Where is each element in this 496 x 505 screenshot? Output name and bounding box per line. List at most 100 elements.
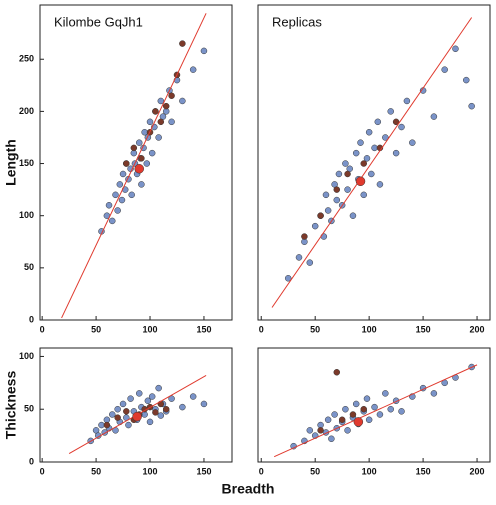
y-tick-label: 0 xyxy=(29,314,34,324)
point xyxy=(468,102,475,110)
point xyxy=(114,405,121,413)
point xyxy=(138,155,145,162)
point xyxy=(295,254,303,261)
panel: 0 50 100 150 0 50 100 150 200 250 Kilombe GqJh1 Len… xyxy=(3,4,233,334)
point xyxy=(306,427,314,434)
point xyxy=(152,409,159,416)
point xyxy=(360,405,367,413)
plot-frame xyxy=(257,347,491,463)
point xyxy=(162,102,170,110)
y-tick-label: 100 xyxy=(19,210,34,220)
point xyxy=(344,186,351,193)
point xyxy=(168,92,175,99)
point xyxy=(317,427,324,434)
plot-frame xyxy=(257,4,491,321)
point xyxy=(179,403,186,411)
point xyxy=(338,416,346,424)
point xyxy=(374,118,382,126)
point xyxy=(162,405,170,413)
point xyxy=(392,149,400,157)
point xyxy=(333,196,341,204)
point xyxy=(357,139,364,146)
plot-area xyxy=(61,13,208,319)
x-tick-label: 150 xyxy=(416,324,431,334)
point xyxy=(105,202,113,209)
point xyxy=(119,170,127,178)
point xyxy=(98,421,105,429)
point xyxy=(463,76,470,84)
point xyxy=(148,393,156,400)
point xyxy=(134,164,144,174)
y-tick-label: 0 xyxy=(29,456,34,466)
point xyxy=(452,45,459,53)
point xyxy=(324,207,332,214)
plot-frame xyxy=(39,347,233,463)
point xyxy=(363,395,371,402)
x-tick-label: 50 xyxy=(310,466,320,476)
y-axis-label: Length xyxy=(3,139,19,186)
x-tick-label: 0 xyxy=(40,466,45,476)
point xyxy=(189,66,197,73)
point xyxy=(335,170,343,178)
x-tick-label: 100 xyxy=(143,466,158,476)
x-tick-label: 150 xyxy=(196,324,211,334)
point xyxy=(331,411,338,418)
point xyxy=(306,259,314,266)
y-tick-label: 50 xyxy=(24,404,34,414)
fit-line xyxy=(271,17,473,308)
point xyxy=(360,191,367,199)
panel-title: Kilombe GqJh1 xyxy=(54,14,143,29)
point xyxy=(349,411,357,418)
point xyxy=(132,411,142,422)
y-tick-label: 200 xyxy=(19,106,34,116)
point xyxy=(371,144,378,152)
point xyxy=(360,160,367,167)
point xyxy=(123,160,130,167)
point xyxy=(125,421,132,429)
point xyxy=(317,212,324,219)
point xyxy=(301,233,308,240)
point xyxy=(114,414,121,421)
y-tick-label: 250 xyxy=(19,54,34,64)
plot-area xyxy=(68,375,208,454)
point xyxy=(146,118,154,126)
point xyxy=(284,275,292,282)
point xyxy=(144,397,152,405)
point xyxy=(382,390,389,397)
point xyxy=(333,186,341,193)
point xyxy=(365,416,373,424)
point xyxy=(333,369,341,376)
x-tick-label: 0 xyxy=(259,324,264,334)
point xyxy=(148,149,156,157)
point xyxy=(430,113,438,120)
x-tick-label: 200 xyxy=(470,466,485,476)
point xyxy=(189,393,197,400)
point xyxy=(342,160,349,167)
point xyxy=(157,118,165,126)
point xyxy=(109,217,116,225)
point xyxy=(157,412,165,419)
point xyxy=(371,403,378,411)
x-tick-label: 50 xyxy=(91,324,101,334)
point xyxy=(311,222,319,230)
point xyxy=(409,139,416,146)
point xyxy=(143,160,151,167)
point xyxy=(387,108,394,115)
point xyxy=(352,149,360,157)
y-tick-label: 150 xyxy=(19,158,34,168)
point xyxy=(135,139,143,146)
y-axis-label: Thickness xyxy=(3,371,19,440)
point xyxy=(398,408,405,415)
point xyxy=(403,97,411,105)
x-tick-label: 50 xyxy=(310,324,320,334)
point xyxy=(398,123,405,131)
y-tick-label: 100 xyxy=(19,351,34,361)
point xyxy=(353,417,364,427)
x-tick-label: 100 xyxy=(143,324,158,334)
point xyxy=(114,207,121,214)
plot-frame xyxy=(39,4,233,321)
point xyxy=(141,129,148,136)
panel-title: Replicas xyxy=(272,14,322,29)
